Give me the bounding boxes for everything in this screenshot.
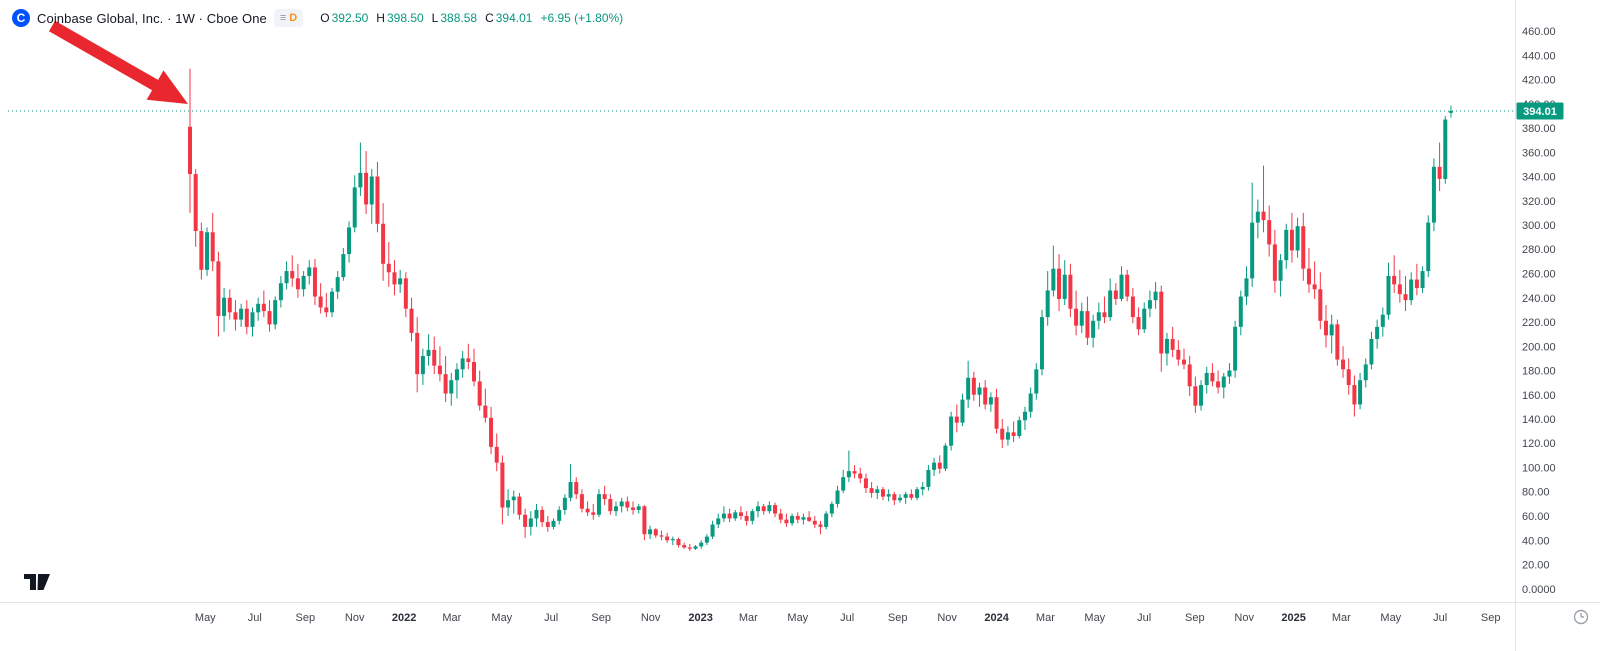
svg-text:2023: 2023 (688, 612, 712, 624)
svg-text:380.00: 380.00 (1522, 123, 1556, 135)
svg-text:Mar: Mar (1036, 612, 1055, 624)
high-label: H (376, 11, 385, 25)
svg-text:2024: 2024 (984, 612, 1009, 624)
high-value: 398.50 (386, 11, 424, 25)
svg-text:320.00: 320.00 (1522, 196, 1556, 208)
svg-text:Sep: Sep (1481, 612, 1501, 624)
open-value: 392.50 (331, 11, 369, 25)
svg-text:Jul: Jul (1137, 612, 1151, 624)
svg-text:440.00: 440.00 (1522, 50, 1556, 62)
svg-text:360.00: 360.00 (1522, 147, 1556, 159)
svg-text:200.00: 200.00 (1522, 341, 1556, 353)
svg-text:300.00: 300.00 (1522, 220, 1556, 232)
change-value: +6.95 (+1.80%) (540, 11, 624, 25)
svg-text:460.00: 460.00 (1522, 26, 1556, 38)
svg-text:180.00: 180.00 (1522, 366, 1556, 378)
svg-text:60.00: 60.00 (1522, 511, 1550, 523)
svg-text:Jul: Jul (1433, 612, 1447, 624)
clock-icon (1573, 609, 1589, 625)
delayed-data-letter: D (289, 11, 298, 24)
svg-text:Sep: Sep (1185, 612, 1205, 624)
svg-text:100.00: 100.00 (1522, 463, 1556, 475)
svg-text:2025: 2025 (1281, 612, 1305, 624)
svg-text:Nov: Nov (1234, 612, 1254, 624)
svg-text:May: May (1380, 612, 1401, 624)
symbol-title[interactable]: Coinbase Global, Inc. · 1W · Cboe One (37, 10, 267, 26)
close-value: 394.01 (495, 11, 533, 25)
open-label: O (320, 11, 330, 25)
svg-text:May: May (787, 612, 808, 624)
ohlc-readout: O 392.50 H 398.50 L 388.58 C 394.01 +6.95 (+… (314, 11, 623, 25)
svg-text:Mar: Mar (1332, 612, 1351, 624)
svg-text:120.00: 120.00 (1522, 438, 1556, 450)
svg-text:Jul: Jul (840, 612, 854, 624)
tradingview-logo[interactable] (22, 570, 52, 594)
svg-text:80.00: 80.00 (1522, 487, 1550, 499)
svg-text:Mar: Mar (739, 612, 758, 624)
svg-text:280.00: 280.00 (1522, 244, 1556, 256)
svg-text:340.00: 340.00 (1522, 172, 1556, 184)
svg-text:May: May (195, 612, 216, 624)
svg-text:260.00: 260.00 (1522, 269, 1556, 281)
list-icon: ≡ (279, 11, 287, 24)
svg-text:May: May (491, 612, 512, 624)
svg-text:Sep: Sep (888, 612, 908, 624)
svg-text:240.00: 240.00 (1522, 293, 1556, 305)
low-value: 388.58 (440, 11, 478, 25)
svg-text:Mar: Mar (442, 612, 461, 624)
svg-text:2022: 2022 (392, 612, 416, 624)
svg-text:Sep: Sep (296, 612, 316, 624)
coinbase-logo-letter: C (16, 11, 26, 25)
svg-text:Nov: Nov (345, 612, 365, 624)
svg-text:Jul: Jul (544, 612, 558, 624)
coinbase-logo[interactable]: C (12, 9, 30, 27)
session-clock-icon[interactable] (1572, 608, 1590, 626)
svg-text:220.00: 220.00 (1522, 317, 1556, 329)
svg-text:0.0000: 0.0000 (1522, 584, 1556, 596)
svg-text:May: May (1084, 612, 1105, 624)
svg-text:420.00: 420.00 (1522, 75, 1556, 87)
svg-text:Jul: Jul (248, 612, 262, 624)
svg-text:Sep: Sep (591, 612, 611, 624)
low-label: L (431, 11, 439, 25)
svg-text:Nov: Nov (937, 612, 957, 624)
svg-text:40.00: 40.00 (1522, 535, 1550, 547)
svg-text:Nov: Nov (641, 612, 661, 624)
svg-text:394.01: 394.01 (1523, 106, 1557, 118)
svg-text:20.00: 20.00 (1522, 560, 1550, 572)
close-label: C (485, 11, 494, 25)
delayed-data-badge[interactable]: ≡ D (273, 9, 304, 27)
tradingview-logo-icon (24, 574, 50, 590)
symbol-header: C Coinbase Global, Inc. · 1W · Cboe One … (12, 9, 623, 27)
svg-text:160.00: 160.00 (1522, 390, 1556, 402)
svg-text:140.00: 140.00 (1522, 414, 1556, 426)
